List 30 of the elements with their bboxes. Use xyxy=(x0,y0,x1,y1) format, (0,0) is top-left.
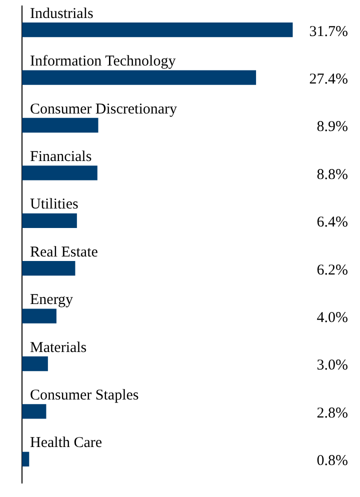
y-tick-label: Information Technology xyxy=(30,54,176,70)
data-label: 6.4% xyxy=(316,214,348,231)
data-label: 6.2% xyxy=(316,262,348,278)
bar xyxy=(22,308,56,324)
y-tick-label: Energy xyxy=(30,292,74,308)
y-tick-label: Consumer Discretionary xyxy=(30,101,178,118)
bar xyxy=(22,452,30,466)
bar xyxy=(22,118,98,133)
data-label: 0.8% xyxy=(316,453,348,470)
y-tick-label: Utilities xyxy=(30,196,78,213)
bar xyxy=(22,261,76,276)
y-tick-label: Industrials xyxy=(30,6,94,22)
bar xyxy=(22,70,256,85)
y-tick-label: Health Care xyxy=(30,435,102,452)
bar xyxy=(22,404,46,419)
y-tick-label: Consumer Staples xyxy=(30,387,139,404)
data-label: 4.0% xyxy=(316,310,348,326)
data-label: 3.0% xyxy=(316,358,348,374)
y-tick-label: Real Estate xyxy=(30,244,98,260)
data-label: 2.8% xyxy=(316,405,348,422)
y-tick-label: Financials xyxy=(30,148,92,165)
y-tick-label: Materials xyxy=(30,340,87,356)
bar xyxy=(22,166,98,180)
data-label: 27.4% xyxy=(309,71,348,88)
data-label: 31.7% xyxy=(309,24,348,40)
data-label: 8.8% xyxy=(316,166,348,183)
data-label: 8.9% xyxy=(316,119,348,136)
bar xyxy=(22,213,77,228)
bar xyxy=(22,356,48,372)
bar xyxy=(22,22,293,38)
